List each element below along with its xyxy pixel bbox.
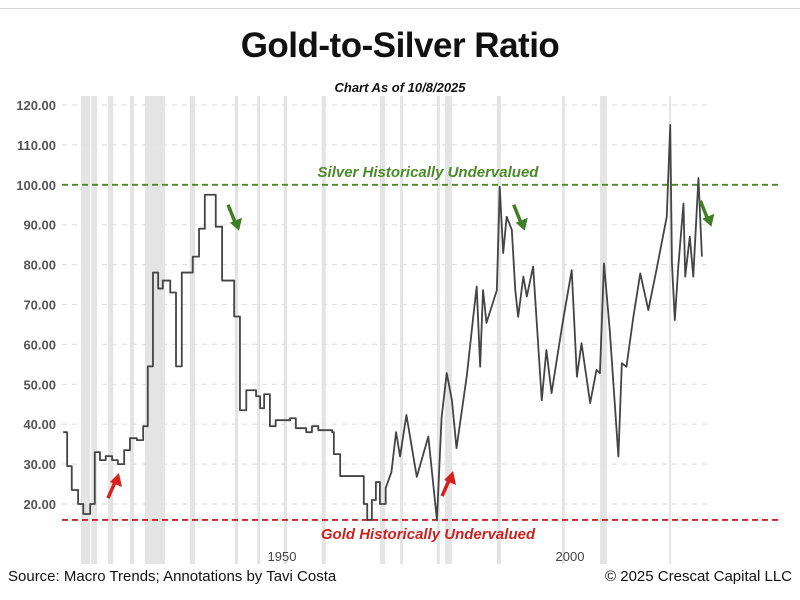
recession-band <box>496 96 501 564</box>
arrow-head <box>515 217 528 231</box>
recession-band <box>445 96 452 564</box>
y-tick-label: 60.00 <box>23 337 56 352</box>
y-tick-label: 70.00 <box>23 298 56 313</box>
chart-title: Gold-to-Silver Ratio <box>240 26 560 65</box>
chart-subtitle: Chart As of 10/8/2025 <box>334 80 466 95</box>
y-tick-label: 30.00 <box>23 457 56 472</box>
arrow-down-icon <box>512 204 528 231</box>
x-tick-label: 1950 <box>268 549 297 564</box>
recession-band <box>91 96 98 564</box>
recession-band <box>321 96 326 564</box>
y-tick-label: 80.00 <box>23 258 56 273</box>
recession-band <box>400 96 403 564</box>
recession-band <box>257 96 261 564</box>
top-border <box>0 8 800 9</box>
ratio-series-line <box>63 124 703 521</box>
arrow-head <box>230 217 243 231</box>
recession-band <box>234 96 239 564</box>
arrow-up-icon <box>440 471 457 497</box>
recession-band <box>129 96 134 564</box>
recession-band <box>669 96 672 564</box>
copyright-note: © 2025 Crescat Capital LLC <box>605 568 792 585</box>
recession-band <box>189 96 196 564</box>
recession-band <box>80 96 91 564</box>
y-tick-label: 40.00 <box>23 417 56 432</box>
y-tick-label: 90.00 <box>23 218 56 233</box>
recession-band <box>599 96 607 564</box>
arrow-head <box>444 471 457 486</box>
reference-line-label: Silver Historically Undervalued <box>318 164 540 181</box>
y-tick-label: 110.00 <box>17 138 56 153</box>
recession-band <box>379 96 386 564</box>
recession-band <box>436 96 440 564</box>
y-tick-label: 100.00 <box>16 178 56 193</box>
x-tick-label: 2000 <box>556 549 585 564</box>
recession-band <box>561 96 565 564</box>
source-note: Source: Macro Trends; Annotations by Tav… <box>8 568 337 585</box>
arrow-head <box>702 213 715 227</box>
arrow-down-icon <box>226 204 243 231</box>
y-tick-label: 50.00 <box>23 377 56 392</box>
y-tick-label: 20.00 <box>23 497 56 512</box>
recession-band <box>144 96 166 564</box>
y-tick-label: 120.00 <box>16 98 56 113</box>
reference-line-label: Gold Historically Undervalued <box>321 526 536 543</box>
arrow-head <box>109 473 122 488</box>
recession-band <box>283 96 288 564</box>
recession-band <box>108 96 114 564</box>
arrow-up-icon <box>106 473 122 499</box>
arrow-down-icon <box>698 200 715 227</box>
